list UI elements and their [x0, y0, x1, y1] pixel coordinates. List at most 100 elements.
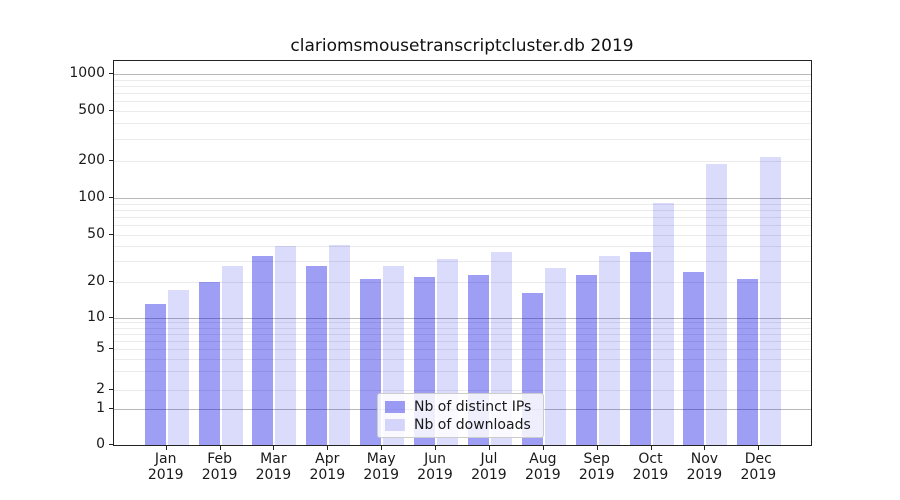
bar-distinct-ips [683, 272, 705, 445]
gridline-minor [114, 235, 811, 236]
x-axis-tick-label: Feb 2019 [201, 451, 238, 483]
gridline-major [114, 74, 811, 76]
x-axis-tick-mark [596, 446, 598, 450]
gridline-minor [114, 348, 811, 350]
x-axis-tick-label: Aug 2019 [524, 451, 561, 483]
x-axis-tick-label: Mar 2019 [255, 451, 292, 483]
gridline-minor [114, 327, 811, 329]
x-axis-tick-label: Nov 2019 [686, 451, 723, 483]
y-axis-tick-mark [109, 444, 113, 445]
bar-distinct-ips [360, 279, 382, 445]
gridline-minor [114, 93, 811, 95]
legend-label-downloads: Nb of downloads [414, 417, 531, 433]
y-axis-tick-mark [109, 110, 113, 111]
gridline-minor [114, 79, 811, 81]
legend-swatch-downloads-icon [385, 419, 405, 431]
chart-title: clariomsmousetranscriptcluster.db 2019 [290, 36, 634, 56]
gridline-minor [114, 86, 811, 88]
gridline-minor [114, 281, 811, 283]
legend-swatch-distinct-ips-icon [385, 401, 405, 413]
gridline-minor [114, 389, 811, 391]
bar-downloads [760, 157, 782, 445]
y-axis-tick-mark [109, 197, 113, 199]
x-axis-tick-mark [381, 446, 383, 450]
gridline-minor [114, 161, 811, 162]
bar-downloads [544, 268, 566, 445]
y-axis-tick-label: 500 [78, 102, 105, 118]
x-axis-tick-mark [704, 446, 706, 450]
y-axis-tick-label: 20 [87, 272, 105, 289]
legend-item-distinct-ips: Nb of distinct IPs [385, 398, 543, 416]
y-axis-tick-label: 1 [96, 400, 105, 416]
y-axis-tick-mark [109, 280, 113, 282]
x-axis-tick-label: Jun 2019 [417, 451, 453, 483]
gridline-minor [114, 322, 811, 324]
gridline-minor [114, 123, 811, 125]
bar-downloads [598, 256, 620, 445]
gridline-minor [114, 203, 811, 205]
x-axis-tick-mark [273, 446, 275, 450]
y-axis-tick-mark [109, 347, 113, 349]
gridline-major [114, 198, 811, 200]
gridline-minor [114, 111, 811, 112]
plot-area [113, 60, 812, 446]
x-axis-tick-label: Jul 2019 [471, 451, 507, 483]
x-axis-tick-mark [542, 446, 544, 450]
y-axis-tick-mark [109, 234, 113, 235]
x-axis-tick-mark [758, 446, 760, 450]
bar-downloads [706, 163, 728, 445]
x-axis-tick-mark [327, 446, 329, 450]
x-axis-tick-label: Jan 2019 [147, 451, 184, 483]
gridline-minor [114, 333, 811, 335]
gridline-minor [114, 261, 811, 262]
bar-distinct-ips [198, 281, 220, 445]
bar-downloads [167, 290, 189, 445]
y-axis-tick-label: 5 [96, 339, 105, 356]
gridline-minor [114, 101, 811, 103]
bar-downloads [221, 266, 243, 445]
y-axis-tick-mark [109, 316, 113, 318]
bar-distinct-ips [306, 266, 328, 445]
bar-distinct-ips [252, 256, 274, 445]
bar-downloads [652, 202, 674, 445]
gridline-minor [114, 217, 811, 219]
gridline-minor [114, 210, 811, 212]
x-axis-tick-mark [488, 446, 490, 450]
y-axis-tick-label: 10 [87, 308, 105, 325]
y-axis-tick-label: 50 [87, 226, 105, 242]
x-axis-tick-label: Oct 2019 [632, 451, 669, 483]
y-axis-tick-label: 100 [78, 189, 105, 206]
legend: Nb of distinct IPs Nb of downloads [377, 393, 544, 438]
bar-distinct-ips [575, 274, 597, 445]
bar-downloads [329, 245, 351, 445]
y-axis-tick-label: 2 [96, 380, 105, 397]
y-axis-tick-mark [109, 408, 113, 409]
x-axis-tick-mark [435, 446, 436, 450]
y-axis-tick-mark [109, 160, 113, 161]
gridline-minor [114, 371, 811, 373]
gridline-minor [114, 340, 811, 342]
y-axis-tick-label: 0 [96, 436, 105, 452]
x-axis-tick-mark [650, 446, 652, 450]
gridline-major [114, 317, 811, 319]
legend-item-downloads: Nb of downloads [385, 416, 543, 434]
y-axis-tick-mark [109, 73, 113, 75]
gridline-minor [114, 225, 811, 227]
x-axis-tick-label: May 2019 [363, 451, 399, 483]
legend-label-distinct-ips: Nb of distinct IPs [414, 399, 532, 415]
bar-distinct-ips [144, 304, 166, 445]
y-axis-tick-label: 1000 [69, 65, 105, 82]
x-axis-tick-label: Apr 2019 [309, 451, 346, 483]
bar-downloads [275, 246, 297, 445]
x-axis-tick-mark [165, 446, 167, 450]
gridline-minor [114, 246, 811, 248]
gridline-minor [114, 138, 811, 140]
x-axis-tick-mark [219, 446, 221, 450]
bar-distinct-ips [629, 251, 651, 445]
bar-distinct-ips [737, 279, 759, 445]
x-axis-tick-label: Sep 2019 [578, 451, 615, 483]
gridline-minor [114, 358, 811, 360]
x-axis-tick-label: Dec 2019 [740, 451, 777, 483]
y-axis-tick-mark [109, 388, 113, 390]
